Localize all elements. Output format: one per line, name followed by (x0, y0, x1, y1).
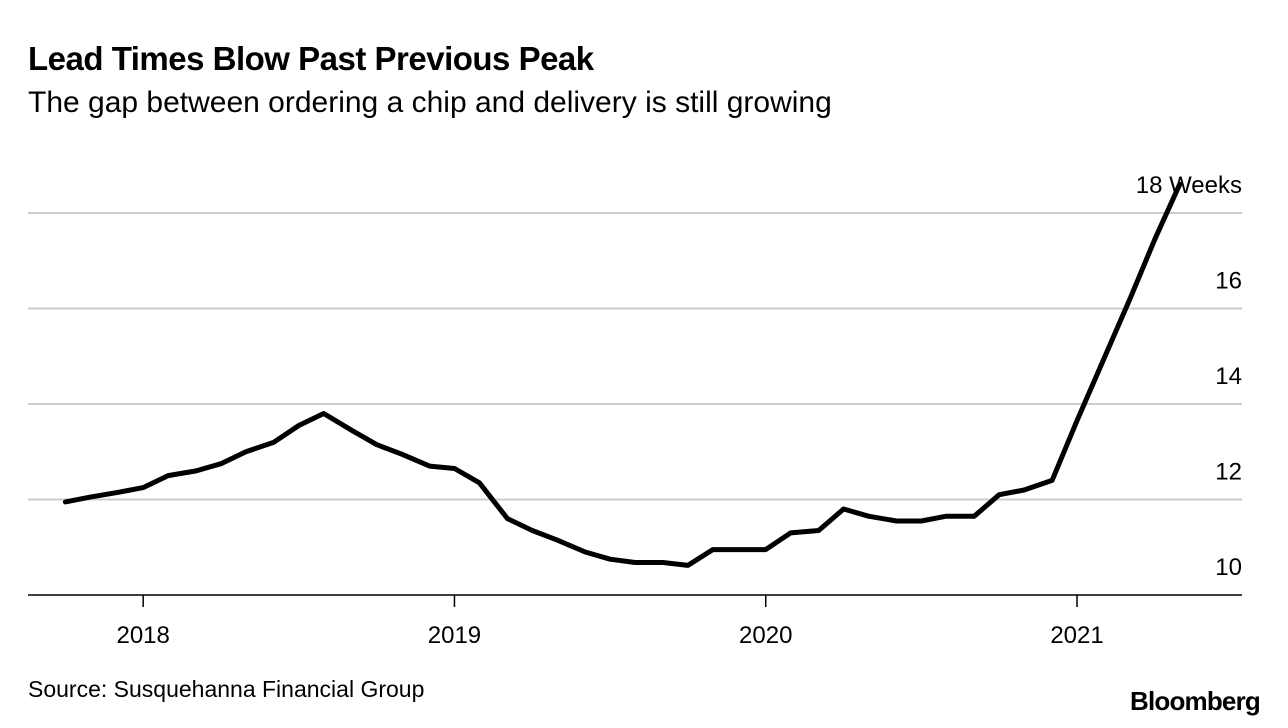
bloomberg-logo: Bloomberg (1129, 686, 1261, 716)
series-line-0 (62, 181, 1183, 568)
source-note: Source: Susquehanna Financial Group (28, 676, 425, 702)
y-tick-label-10: 10 (1215, 554, 1242, 581)
grid-layer (28, 212, 1242, 501)
x-tick-label-2021: 2021 (1050, 622, 1103, 649)
y-tick-label-12: 12 (1215, 459, 1242, 486)
x-tick-label-2018: 2018 (116, 622, 169, 649)
chart-subtitle: The gap between ordering a chip and deli… (28, 86, 832, 119)
x-tick-label-2020: 2020 (739, 622, 792, 649)
axis-layer: 10 12 14 16 18 Weeks 2018 2019 2020 2021 (28, 172, 1242, 649)
series-layer (62, 181, 1183, 568)
y-tick-label-14: 14 (1215, 363, 1242, 390)
y-tick-label-18: 18 Weeks (1136, 172, 1242, 199)
x-tick-label-2019: 2019 (428, 622, 481, 649)
y-tick-label-16: 16 (1215, 268, 1242, 295)
chart-title: Lead Times Blow Past Previous Peak (28, 40, 594, 77)
